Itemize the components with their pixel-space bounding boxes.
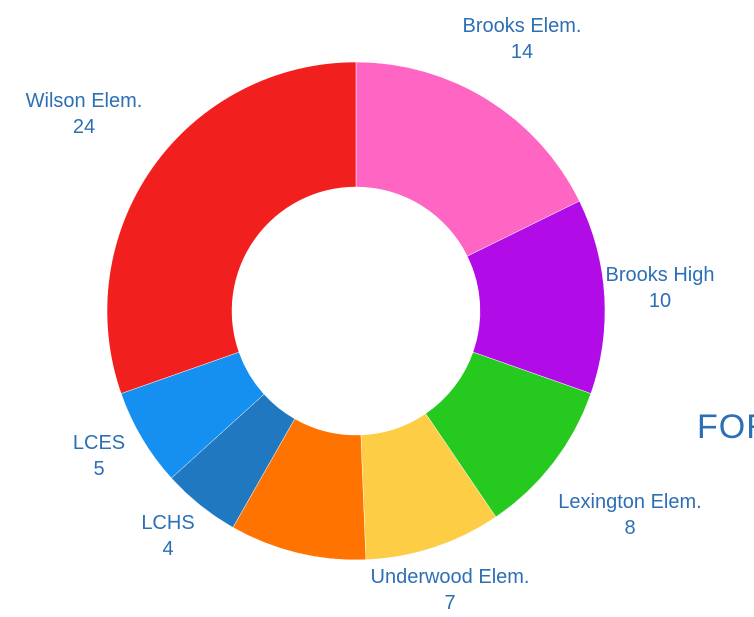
value-lchs: 4 [162, 538, 173, 560]
slice-wilson-elem [106, 61, 357, 394]
value-underwood-elem: 7 [444, 592, 455, 614]
label-underwood-elem: Underwood Elem. [371, 566, 530, 588]
label-brooks-elem: Brooks Elem. [463, 15, 582, 37]
value-wilson-elem: 24 [73, 116, 95, 138]
label-wilson-elem: Wilson Elem. [26, 90, 143, 112]
label-lexington-elem: Lexington Elem. [558, 491, 701, 513]
label-lchs: LCHS [141, 512, 194, 534]
slices-group [106, 61, 606, 561]
value-lces: 5 [93, 458, 104, 480]
slice-brooks-elem [355, 61, 580, 257]
label-lces: LCES [73, 432, 125, 454]
value-brooks-high: 10 [649, 290, 671, 312]
side-text: FOR [697, 408, 754, 446]
slice-brooks-high [466, 200, 606, 394]
labels-group: Brooks Elem. 14 Brooks High 10 Lexington Ele… [26, 15, 715, 614]
value-brooks-elem: 14 [511, 41, 533, 63]
label-brooks-high: Brooks High [606, 264, 715, 286]
value-lexington-elem: 8 [624, 517, 635, 539]
